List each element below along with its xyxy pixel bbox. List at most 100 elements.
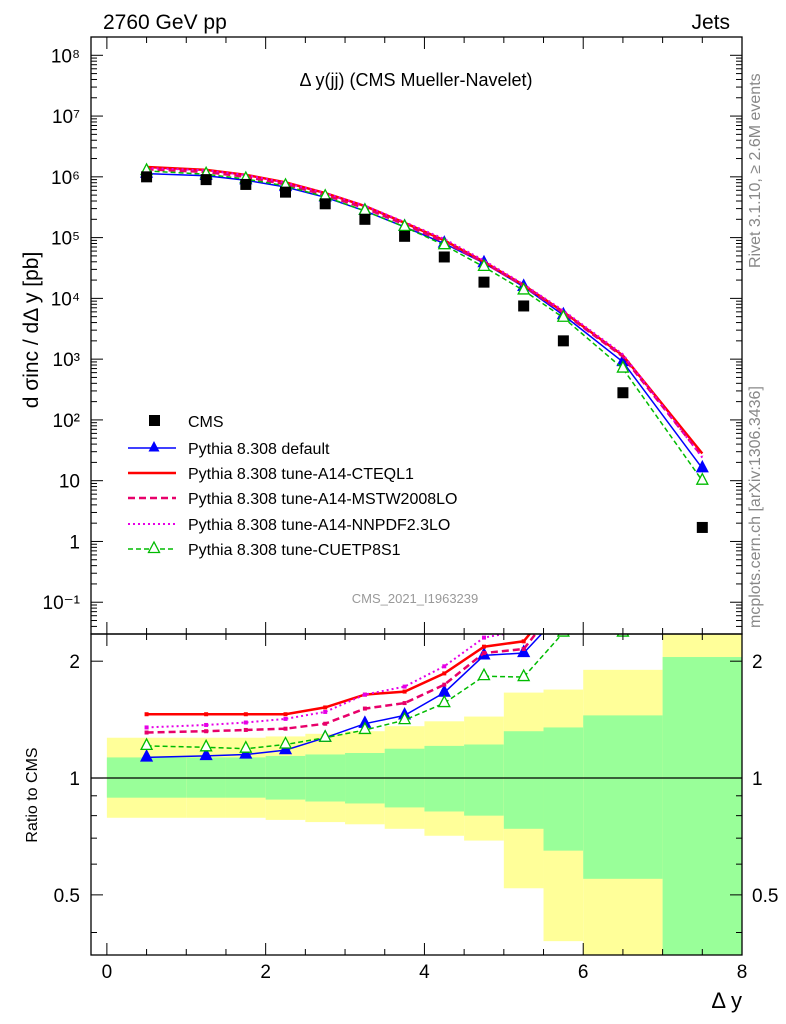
main-y-tick-label: 1 xyxy=(69,532,80,553)
ratio-point-pythia-8-308-tune-a14-mstw2008lo xyxy=(481,650,486,655)
header-energy-label: 2760 GeV pp xyxy=(103,11,227,34)
legend-default-label: Pythia 8.308 default xyxy=(188,441,330,458)
ratio-point-pythia-8-308-tune-a14-nnpdf2-3lo xyxy=(700,331,704,335)
legend-cteql1-label: Pythia 8.308 tune-A14-CTEQL1 xyxy=(188,466,414,483)
ratio-point-pythia-8-308-tune-a14-cteql1 xyxy=(442,671,447,676)
ratio-point-pythia-8-308-default xyxy=(697,393,708,404)
legend: CMS Pythia 8.308 default Pythia 8.308 tu… xyxy=(128,414,457,559)
ratio-point-pythia-8-308-tune-a14-cteql1 xyxy=(621,538,625,542)
legend-cms-marker xyxy=(149,415,160,426)
main-line-pythia-8-308-tune-a14-mstw2008lo xyxy=(146,168,704,458)
ratio-point-pythia-8-308-tune-a14-nnpdf2-3lo xyxy=(621,530,625,534)
main-y-tick-label: 10⁵ xyxy=(51,229,80,250)
main-y-tick-label: 10⁷ xyxy=(52,107,80,128)
ratio-point-pythia-8-308-tune-a14-nnpdf2-3lo xyxy=(522,628,526,632)
ratio-point-pythia-8-308-tune-a14-cteql1 xyxy=(521,639,526,644)
ratio-point-pythia-8-308-default xyxy=(517,644,531,658)
main-point-pythia-8-308-default xyxy=(695,459,709,473)
main-point-pythia-8-308-tune-cuetp8s1 xyxy=(556,309,570,322)
ratio-point-pythia-8-308-tune-a14-mstw2008lo xyxy=(362,706,367,711)
ratio-point-pythia-8-308-tune-a14-cteql1 xyxy=(481,644,486,649)
ratio-point-pythia-8-308-tune-a14-mstw2008lo xyxy=(283,726,288,731)
ratio-point-pythia-8-308-tune-cuetp8s1 xyxy=(278,736,293,749)
x-tick-label: 8 xyxy=(737,962,748,983)
ratio-point-pythia-8-308-tune-a14-cteql1 xyxy=(700,309,704,313)
ratio-y-tick-label: 0.5 xyxy=(54,886,80,907)
ratio-point-pythia-8-308-tune-a14-cteql1 xyxy=(243,712,248,717)
main-point-pythia-8-308-tune-cuetp8s1 xyxy=(517,282,531,295)
main-y-tick-label: 10² xyxy=(53,411,80,432)
ratio-point-pythia-8-308-tune-a14-mstw2008lo xyxy=(144,730,149,735)
ratio-point-pythia-8-308-default xyxy=(558,604,569,615)
main-y-tick-label: 10³ xyxy=(53,350,80,371)
ratio-point-pythia-8-308-tune-a14-mstw2008lo xyxy=(243,727,248,732)
ratio-point-pythia-8-308-tune-a14-nnpdf2-3lo xyxy=(144,725,149,730)
main-point-pythia-8-308-tune-cuetp8s1 xyxy=(616,360,630,373)
legend-entry-cuetp8s1: Pythia 8.308 tune-CUETP8S1 xyxy=(128,540,401,559)
legend-entry-nnpdf23lo: Pythia 8.308 tune-A14-NNPDF2.3LO xyxy=(128,517,450,534)
ratio-point-pythia-8-308-tune-cuetp8s1 xyxy=(318,729,332,742)
main-y-tick-label: 10 xyxy=(59,472,80,493)
cms-data-point xyxy=(319,198,331,210)
main-plot-title: Δ y(jj) (CMS Mueller-Navelet) xyxy=(299,70,532,90)
ratio-point-pythia-8-308-default xyxy=(199,747,213,761)
ratio-point-pythia-8-308-tune-cuetp8s1 xyxy=(437,694,451,708)
ratio-band-green xyxy=(424,745,465,812)
ratio-point-pythia-8-308-tune-cuetp8s1 xyxy=(477,667,491,681)
cms-data-point xyxy=(518,300,530,312)
ratio-band-green xyxy=(503,731,544,829)
ratio-point-pythia-8-308-default xyxy=(617,575,628,586)
ratio-point-pythia-8-308-tune-a14-mstw2008lo xyxy=(521,646,526,651)
legend-entry-cms: CMS xyxy=(149,414,224,431)
ratio-point-pythia-8-308-tune-a14-nnpdf2-3lo xyxy=(561,585,565,589)
ratio-point-pythia-8-308-tune-a14-nnpdf2-3lo xyxy=(481,635,486,640)
legend-entry-mstw2008lo: Pythia 8.308 tune-A14-MSTW2008LO xyxy=(128,491,457,508)
cms-data-point xyxy=(141,171,153,183)
cms-data-point xyxy=(617,387,629,399)
axes: 0 2 4 6 8 10⁻¹ 1 10 10² 10³ 10⁴ 10⁵ 10⁶ 10⁷ 10⁸ 0.5 0.5 1… xyxy=(43,36,778,983)
ratio-y-tick-label-right: 0.5 xyxy=(752,886,778,907)
main-series xyxy=(139,162,709,533)
ratio-point-pythia-8-308-tune-a14-cteql1 xyxy=(283,712,288,717)
legend-entry-default: Pythia 8.308 default xyxy=(128,441,330,458)
cms-data-point xyxy=(478,276,490,288)
legend-cms-label: CMS xyxy=(188,414,224,431)
ratio-point-pythia-8-308-tune-a14-nnpdf2-3lo xyxy=(442,664,447,669)
ratio-y-axis-label: Ratio to CMS xyxy=(24,747,41,842)
legend-nnpdf-label: Pythia 8.308 tune-A14-NNPDF2.3LO xyxy=(188,517,450,534)
ratio-point-pythia-8-308-tune-cuetp8s1 xyxy=(358,721,372,735)
main-y-tick-label: 10⁸ xyxy=(51,46,80,67)
ratio-point-pythia-8-308-default xyxy=(139,749,154,762)
ratio-point-pythia-8-308-tune-a14-cteql1 xyxy=(323,705,328,710)
ratio-point-pythia-8-308-tune-a14-nnpdf2-3lo xyxy=(204,722,209,727)
main-point-pythia-8-308-tune-cuetp8s1 xyxy=(398,218,412,232)
x-tick-label: 6 xyxy=(578,962,589,983)
ratio-point-pythia-8-308-tune-a14-nnpdf2-3lo xyxy=(243,720,248,725)
ratio-y-tick-label-right: 1 xyxy=(752,769,763,790)
x-tick-label: 2 xyxy=(260,962,271,983)
legend-entry-cteql1: Pythia 8.308 tune-A14-CTEQL1 xyxy=(128,466,414,483)
ratio-point-pythia-8-308-tune-a14-cteql1 xyxy=(402,689,407,694)
rivet-version-label: Rivet 3.1.10, ≥ 2.6M events xyxy=(747,73,764,268)
main-y-tick-label: 10⁶ xyxy=(51,168,80,189)
legend-default-marker xyxy=(148,441,160,452)
cms-data-point xyxy=(696,521,708,533)
main-y-axis-label: d σinc / dΔ y [pb] xyxy=(20,252,43,409)
ratio-point-pythia-8-308-tune-cuetp8s1 xyxy=(199,738,213,752)
main-line-pythia-8-308-default xyxy=(146,172,703,469)
cms-data-point xyxy=(399,230,411,242)
ratio-uncertainty-bands xyxy=(91,634,742,955)
cms-data-point xyxy=(280,186,292,198)
ratio-band-green xyxy=(543,727,584,851)
main-point-pythia-8-308-tune-cuetp8s1 xyxy=(477,258,491,272)
ratio-point-pythia-8-308-tune-a14-cteql1 xyxy=(204,712,209,717)
legend-cuetp8s1-marker xyxy=(147,540,161,554)
ratio-y-tick-label-right: 2 xyxy=(752,652,763,673)
main-y-tick-label: 10⁻¹ xyxy=(43,593,81,614)
legend-cuetp8s1-label: Pythia 8.308 tune-CUETP8S1 xyxy=(188,542,401,559)
main-line-pythia-8-308-tune-a14-nnpdf2-3lo xyxy=(146,167,704,459)
ratio-band-green xyxy=(464,744,504,816)
ratio-point-pythia-8-308-tune-a14-nnpdf2-3lo xyxy=(283,716,288,721)
analysis-watermark: CMS_2021_I1963239 xyxy=(352,591,479,606)
